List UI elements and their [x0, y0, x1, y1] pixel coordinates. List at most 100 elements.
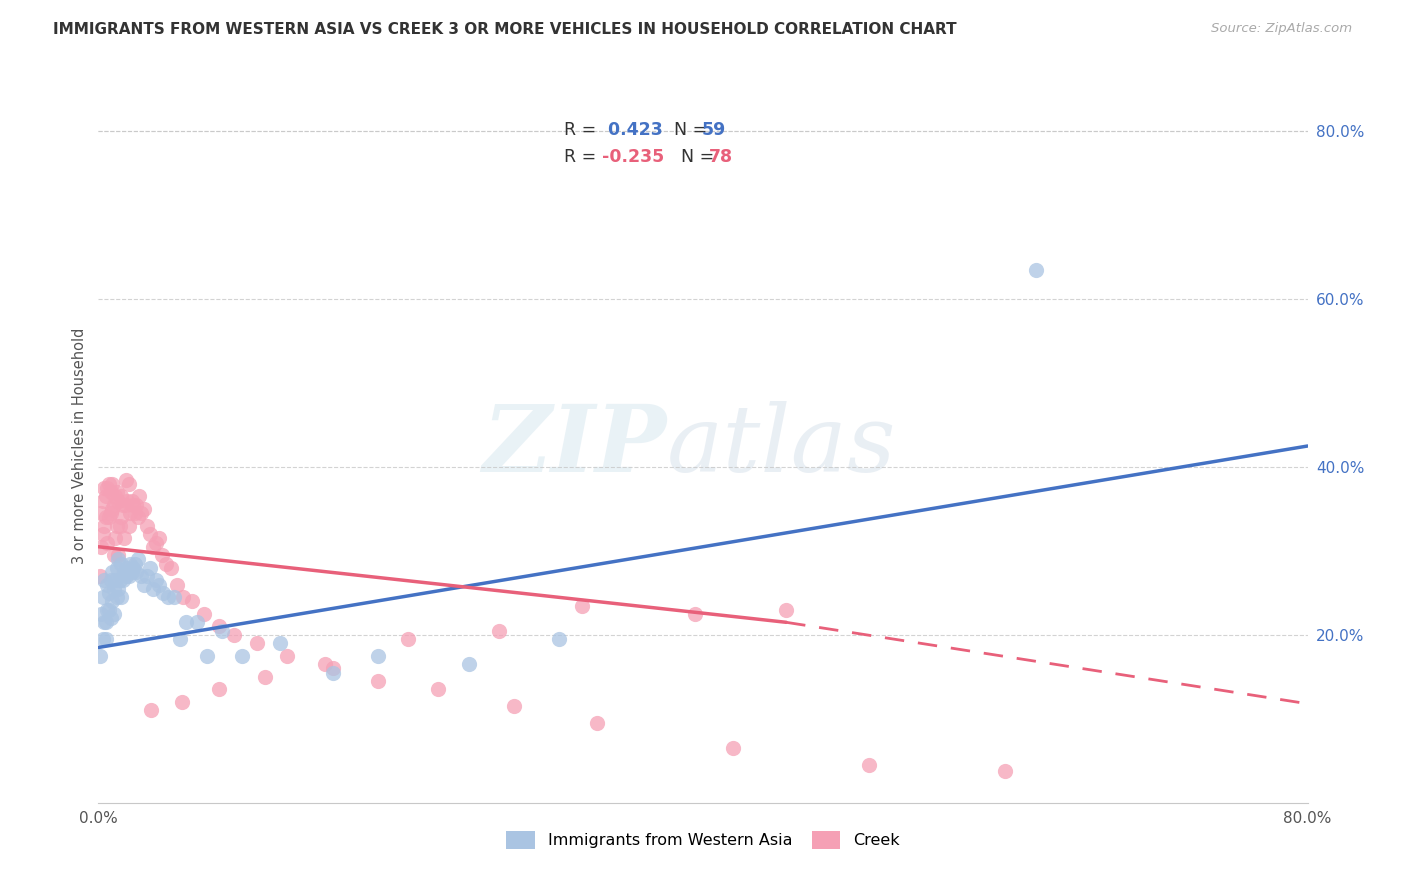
Point — [186, 615, 208, 630]
Point — [112, 565, 135, 579]
Point — [114, 569, 136, 583]
Point — [107, 548, 129, 562]
Point — [90, 506, 112, 520]
Point — [503, 699, 526, 714]
Point — [118, 476, 141, 491]
Point — [457, 657, 479, 672]
Point — [100, 485, 122, 500]
Point — [172, 590, 194, 604]
Point — [101, 476, 124, 491]
Point — [98, 603, 121, 617]
Point — [169, 632, 191, 646]
Point — [110, 590, 132, 604]
Point — [858, 758, 880, 772]
Point — [90, 540, 112, 554]
Point — [107, 582, 129, 596]
Point — [100, 611, 122, 625]
Point — [208, 682, 231, 697]
Text: IMMIGRANTS FROM WESTERN ASIA VS CREEK 3 OR MORE VEHICLES IN HOUSEHOLD CORRELATIO: IMMIGRANTS FROM WESTERN ASIA VS CREEK 3 … — [53, 22, 957, 37]
Point — [132, 577, 155, 591]
Text: Source: ZipAtlas.com: Source: ZipAtlas.com — [1212, 22, 1353, 36]
Point — [90, 607, 112, 621]
Point — [193, 607, 215, 621]
Point — [211, 624, 233, 638]
Text: 0.423: 0.423 — [602, 120, 664, 138]
Point — [148, 577, 170, 591]
Text: -0.235: -0.235 — [602, 148, 665, 166]
Point — [994, 764, 1017, 778]
Point — [145, 574, 167, 588]
Point — [103, 582, 125, 596]
Point — [141, 703, 163, 717]
Point — [107, 552, 129, 566]
Point — [98, 586, 121, 600]
Point — [89, 648, 111, 663]
Text: R =: R = — [564, 148, 602, 166]
Point — [224, 628, 246, 642]
Point — [571, 599, 593, 613]
Point — [128, 489, 150, 503]
Point — [105, 590, 128, 604]
Point — [96, 603, 118, 617]
Point — [163, 590, 186, 604]
Point — [111, 574, 134, 588]
Point — [93, 615, 115, 630]
Point — [723, 741, 745, 756]
Point — [181, 594, 204, 608]
Point — [129, 569, 152, 583]
Point — [208, 619, 231, 633]
Text: 78: 78 — [709, 148, 733, 166]
Point — [139, 527, 162, 541]
Point — [135, 518, 157, 533]
Text: R =: R = — [564, 120, 602, 138]
Point — [367, 674, 389, 689]
Point — [685, 607, 707, 621]
Point — [142, 582, 165, 596]
Point — [96, 481, 118, 495]
Point — [114, 498, 136, 512]
Point — [91, 632, 114, 646]
Point — [231, 648, 253, 663]
Text: N =: N = — [662, 120, 713, 138]
Point — [91, 527, 114, 541]
Point — [101, 565, 124, 579]
Point — [110, 557, 132, 571]
Point — [91, 590, 114, 604]
Point — [94, 615, 117, 630]
Point — [160, 560, 183, 574]
Point — [121, 493, 143, 508]
Point — [100, 574, 122, 588]
Point — [122, 498, 145, 512]
Point — [115, 493, 138, 508]
Point — [139, 560, 162, 574]
Point — [108, 518, 131, 533]
Point — [94, 632, 117, 646]
Point — [118, 518, 141, 533]
Point — [322, 661, 344, 675]
Point — [120, 506, 142, 520]
Point — [103, 607, 125, 621]
Point — [253, 670, 276, 684]
Point — [115, 560, 138, 574]
Point — [101, 502, 124, 516]
Point — [121, 565, 143, 579]
Point — [100, 506, 122, 520]
Text: N =: N = — [669, 148, 720, 166]
Point — [91, 493, 114, 508]
Point — [142, 540, 165, 554]
Point — [129, 506, 152, 520]
Point — [93, 481, 115, 495]
Point — [93, 518, 115, 533]
Point — [135, 569, 157, 583]
Point — [125, 498, 148, 512]
Point — [155, 557, 177, 571]
Point — [148, 532, 170, 546]
Point — [1024, 262, 1046, 277]
Point — [775, 603, 797, 617]
Point — [96, 535, 118, 549]
Point — [96, 577, 118, 591]
Point — [132, 502, 155, 516]
Point — [127, 552, 149, 566]
Point — [367, 648, 389, 663]
Point — [150, 548, 173, 562]
